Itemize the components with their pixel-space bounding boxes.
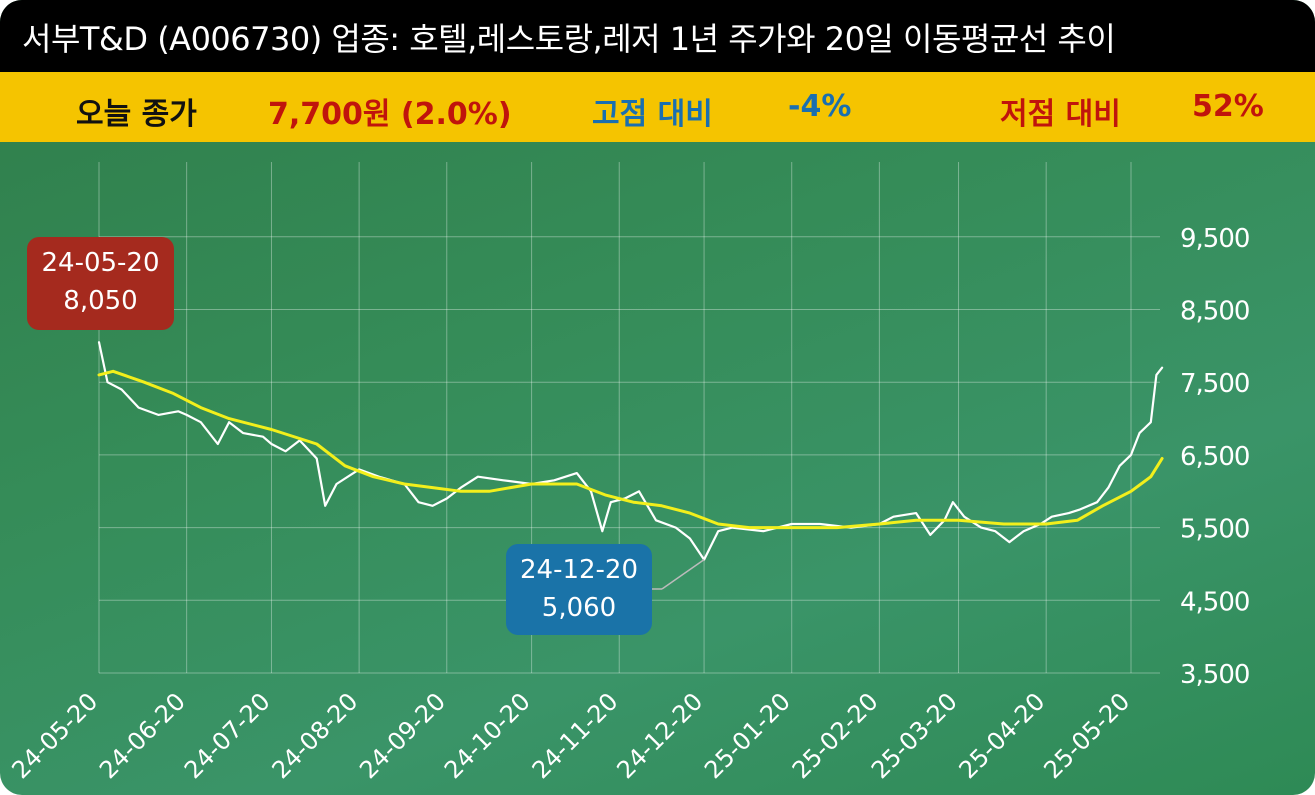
high-value: -4% — [788, 89, 852, 124]
x-tick-label: 25-01-20 — [699, 687, 796, 784]
close-value: 7,700원 (2.0%) — [268, 97, 512, 132]
x-tick-label: 24-11-20 — [527, 687, 624, 784]
y-tick-label: 7,500 — [1180, 369, 1249, 399]
high-annotation-date: 24-05-20 — [41, 248, 160, 278]
close-label: 오늘 종가 — [76, 97, 197, 132]
low-annotation-value: 5,060 — [541, 593, 617, 623]
x-tick-label: 24-05-20 — [6, 687, 103, 784]
x-tick-label: 25-05-20 — [1038, 687, 1135, 784]
series — [97, 341, 1164, 561]
high-annotation-value: 8,050 — [63, 286, 138, 316]
ma20-line — [97, 369, 1164, 530]
x-tick-label: 25-03-20 — [866, 687, 963, 784]
title-bar: 서부T&D (A006730) 업종: 호텔,레스토랑,레저 1년 주가와 20… — [0, 0, 1315, 72]
y-tick-label: 6,500 — [1180, 442, 1249, 472]
x-tick-label: 24-08-20 — [267, 687, 364, 784]
y-tick-label: 4,500 — [1180, 587, 1249, 617]
low-leader-line-2 — [661, 558, 705, 590]
y-tick-label: 9,500 — [1180, 224, 1249, 254]
x-tick-label: 24-09-20 — [354, 687, 451, 784]
x-axis: 24-05-2024-06-2024-07-2024-08-2024-09-20… — [6, 687, 1135, 784]
high-label: 고점 대비 — [592, 97, 713, 132]
y-tick-label: 3,500 — [1180, 660, 1249, 690]
grid — [98, 162, 1160, 674]
y-axis: 3,500 4,500 5,500 6,500 7,500 8,500 9,500 — [1180, 224, 1250, 690]
y-tick-label: 8,500 — [1180, 297, 1249, 327]
x-tick-label: 25-02-20 — [787, 687, 884, 784]
low-annotation-date: 24-12-20 — [519, 555, 638, 585]
stats-bar: 오늘 종가 7,700원 (2.0%) 고점 대비 -4% 저점 대비 52% — [0, 72, 1315, 142]
x-tick-label: 24-07-20 — [179, 687, 276, 784]
low-label: 저점 대비 — [1000, 97, 1121, 132]
high-annotation: 24-05-20 8,050 — [27, 237, 174, 330]
low-annotation: 24-12-20 5,060 — [506, 544, 652, 635]
price-line — [97, 341, 1164, 561]
low-value: 52% — [1192, 89, 1264, 124]
x-tick-label: 24-06-20 — [94, 687, 191, 784]
chart-title: 서부T&D (A006730) 업종: 호텔,레스토랑,레저 1년 주가와 20… — [22, 20, 1116, 58]
x-tick-label: 25-04-20 — [954, 687, 1051, 784]
line-chart: 3,500 4,500 5,500 6,500 7,500 8,500 9,500 24-0… — [6, 162, 1250, 784]
x-tick-label: 24-10-20 — [439, 687, 536, 784]
y-tick-label: 5,500 — [1180, 515, 1249, 545]
x-tick-label: 24-12-20 — [611, 687, 708, 784]
